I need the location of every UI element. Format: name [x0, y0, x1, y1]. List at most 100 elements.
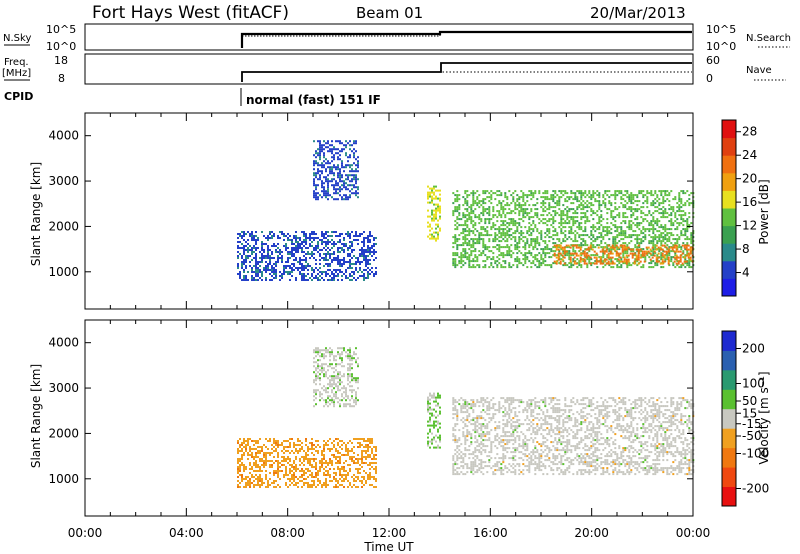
echo-cell: [245, 259, 247, 261]
echo-cell: [325, 349, 327, 352]
echo-cell: [339, 381, 341, 384]
echo-cell: [472, 246, 475, 249]
echo-cell: [542, 222, 545, 225]
echo-cell: [506, 234, 509, 237]
echo-cell: [474, 208, 477, 211]
echo-cell: [321, 172, 323, 175]
echo-cell: [315, 462, 317, 464]
echo-cell: [572, 192, 575, 195]
echo-cell: [664, 194, 667, 197]
echo-cell: [622, 214, 625, 217]
echo-cell: [325, 403, 327, 406]
echo-cell: [661, 258, 664, 261]
echo-cell: [359, 233, 361, 235]
echo-cell: [313, 476, 315, 478]
echo-cell: [598, 208, 601, 211]
echo-cell: [345, 446, 347, 448]
echo-cell: [454, 441, 457, 444]
echo-cell: [319, 351, 321, 354]
echo-cell: [516, 208, 519, 211]
echo-cell: [558, 226, 561, 229]
echo-cell: [341, 353, 343, 356]
echo-cell: [273, 446, 275, 448]
echo-cell: [476, 260, 479, 263]
echo-cell: [313, 253, 315, 255]
echo-cell: [265, 462, 267, 464]
echo-cell: [680, 230, 683, 233]
echo-cell: [327, 174, 329, 177]
echo-cell: [472, 192, 475, 195]
echo-cell: [510, 234, 513, 237]
echo-cell: [602, 226, 605, 229]
echo-cell: [618, 206, 621, 209]
echo-cell: [313, 162, 315, 165]
echo-cell: [373, 259, 375, 261]
echo-cell: [299, 480, 301, 482]
echo-cell: [431, 195, 433, 198]
echo-cell: [293, 444, 295, 446]
echo-cell: [339, 247, 341, 249]
echo-cell: [638, 246, 641, 249]
echo-cell: [293, 269, 295, 271]
echo-cell: [359, 444, 361, 446]
echo-cell: [568, 216, 571, 219]
echo-cell: [237, 251, 239, 253]
echo-cell: [464, 234, 467, 237]
echo-cell: [277, 464, 279, 466]
echo-cell: [558, 240, 561, 243]
echo-cell: [353, 174, 355, 177]
echo-cell: [472, 202, 475, 205]
echo-cell: [522, 212, 525, 215]
echo-cell: [345, 476, 347, 478]
echo-cell: [271, 279, 273, 281]
echo-cell: [345, 351, 347, 354]
echo-cell: [689, 256, 692, 259]
echo-cell: [596, 228, 599, 231]
echo-cell: [325, 401, 327, 404]
nave-tick-top: 60: [706, 54, 720, 67]
echo-cell: [650, 222, 653, 225]
echo-cell: [339, 460, 341, 462]
echo-cell: [528, 234, 531, 237]
echo-cell: [369, 269, 371, 271]
echo-cell: [542, 214, 545, 217]
echo-cell: [488, 246, 491, 249]
echo-cell: [654, 206, 657, 209]
echo-cell: [319, 156, 321, 159]
echo-cell: [373, 253, 375, 255]
echo-cell: [579, 248, 582, 251]
echo-cell: [500, 266, 503, 269]
echo-cell: [646, 192, 649, 195]
echo-cell: [327, 474, 329, 476]
echo-cell: [522, 192, 525, 195]
echo-cell: [367, 245, 369, 247]
echo-cell: [303, 235, 305, 237]
echo-cell: [598, 226, 601, 229]
echo-cell: [522, 194, 525, 197]
echo-cell: [522, 254, 525, 257]
echo-cell: [257, 470, 259, 472]
echo-cell: [325, 170, 327, 173]
echo-cell: [439, 406, 441, 409]
echo-cell: [466, 196, 469, 199]
echo-cell: [341, 351, 343, 354]
echo-cell: [570, 262, 573, 265]
echo-cell: [648, 262, 651, 265]
echo-cell: [253, 484, 255, 486]
echo-cell: [359, 446, 361, 448]
echo-cell: [668, 220, 671, 223]
echo-cell: [636, 236, 639, 239]
echo-cell: [584, 244, 587, 247]
echo-cell: [337, 397, 339, 400]
echo-cell: [514, 212, 517, 215]
echo-cell: [303, 267, 305, 269]
echo-cell: [460, 262, 463, 265]
echo-cell: [468, 218, 471, 221]
echo-cell: [542, 252, 545, 255]
echo-cell: [484, 222, 487, 225]
echo-cell: [620, 202, 623, 205]
echo-cell: [347, 367, 349, 370]
echo-cell: [490, 218, 493, 221]
echo-cell: [500, 220, 503, 223]
echo-cell: [484, 210, 487, 213]
